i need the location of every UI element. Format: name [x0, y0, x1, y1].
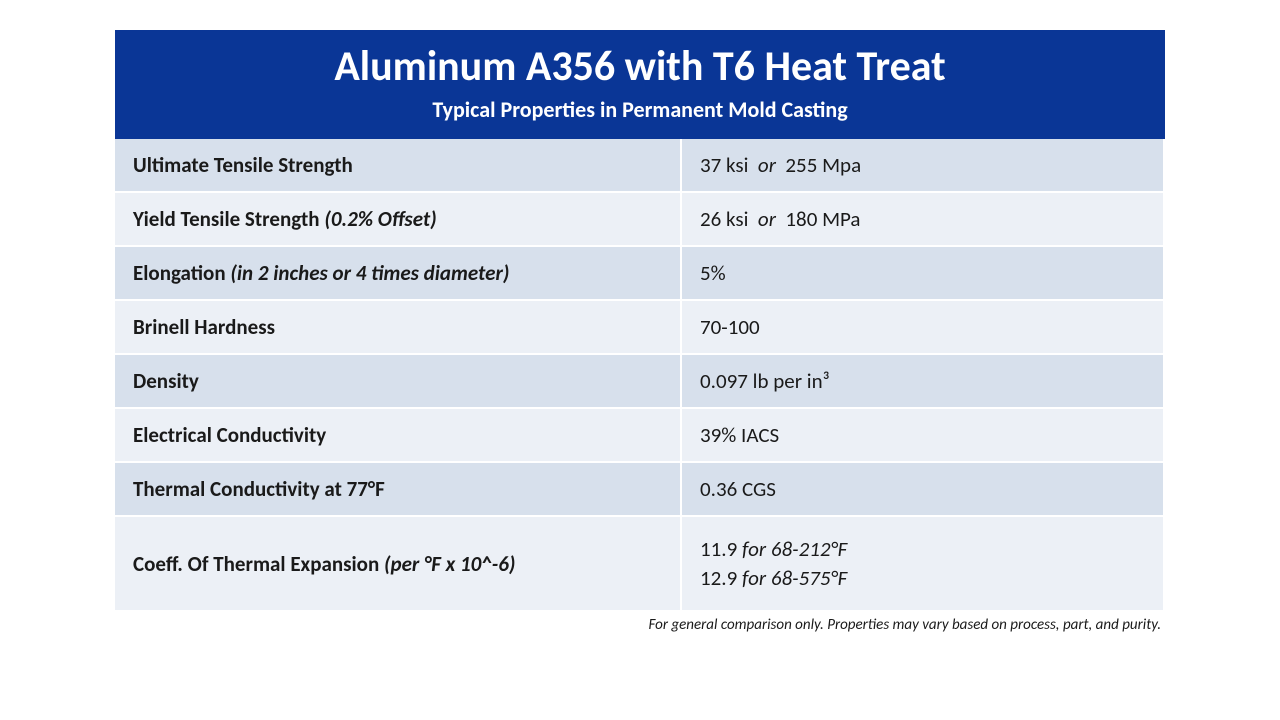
- value-line: 11.9 for 68-212°F: [700, 535, 847, 563]
- label-text: Density: [133, 368, 199, 394]
- table-row: Elongation (in 2 inches or 4 times diame…: [115, 247, 1165, 301]
- property-value: 26 ksi or 180 MPa: [682, 193, 1165, 247]
- label-qualifier: (0.2% Offset): [324, 206, 436, 232]
- value-a: 0.097 lb per in³: [700, 368, 830, 394]
- label-text: Thermal Conductivity at 77°F: [133, 476, 385, 502]
- value-a: 26 ksi: [700, 206, 748, 232]
- value-line: 12.9 for 68-575°F: [700, 564, 847, 592]
- property-value: 11.9 for 68-212°F 12.9 for 68-575°F: [682, 517, 1165, 612]
- cte-val: 12.9: [700, 565, 737, 591]
- property-value: 39% IACS: [682, 409, 1165, 463]
- property-label: Thermal Conductivity at 77°F: [115, 463, 682, 517]
- page-title: Aluminum A356 with T6 Heat Treat: [125, 44, 1155, 90]
- value-a: 70-100: [700, 314, 760, 340]
- cte-val: 11.9: [700, 536, 737, 562]
- footnote: For general comparison only. Properties …: [115, 616, 1165, 634]
- property-label: Elongation (in 2 inches or 4 times diame…: [115, 247, 682, 301]
- property-value: 37 ksi or 255 Mpa: [682, 139, 1165, 193]
- table-row: Brinell Hardness 70-100: [115, 301, 1165, 355]
- cte-range: for 68-575°F: [742, 565, 847, 591]
- label-text: Ultimate Tensile Strength: [133, 152, 353, 178]
- cte-range: for 68-212°F: [742, 536, 847, 562]
- label-qualifier: (per °F x 10^-6): [384, 551, 515, 577]
- value-a: 39% IACS: [700, 422, 779, 448]
- or-text: or: [758, 152, 776, 178]
- value-b: 255 Mpa: [785, 152, 861, 178]
- value-a: 0.36 CGS: [700, 476, 776, 502]
- property-label: Density: [115, 355, 682, 409]
- property-value: 70-100: [682, 301, 1165, 355]
- table-row: Density 0.097 lb per in³: [115, 355, 1165, 409]
- property-value: 0.097 lb per in³: [682, 355, 1165, 409]
- label-text: Coeff. Of Thermal Expansion: [133, 551, 379, 577]
- label-qualifier: (in 2 inches or 4 times diameter): [230, 260, 509, 286]
- property-label: Coeff. Of Thermal Expansion (per °F x 10…: [115, 517, 682, 612]
- value-a: 37 ksi: [700, 152, 748, 178]
- or-text: or: [758, 206, 776, 232]
- multi-value: 11.9 for 68-212°F 12.9 for 68-575°F: [700, 535, 847, 592]
- label-text: Electrical Conductivity: [133, 422, 326, 448]
- label-text: Elongation: [133, 260, 226, 286]
- table-header: Aluminum A356 with T6 Heat Treat Typical…: [115, 30, 1165, 139]
- value-a: 5%: [700, 260, 726, 286]
- table-row: Yield Tensile Strength (0.2% Offset) 26 …: [115, 193, 1165, 247]
- table-row: Ultimate Tensile Strength 37 ksi or 255 …: [115, 139, 1165, 193]
- page-subtitle: Typical Properties in Permanent Mold Cas…: [125, 96, 1155, 123]
- property-label: Brinell Hardness: [115, 301, 682, 355]
- property-label: Yield Tensile Strength (0.2% Offset): [115, 193, 682, 247]
- value-b: 180 MPa: [785, 206, 860, 232]
- property-label: Electrical Conductivity: [115, 409, 682, 463]
- table-row: Thermal Conductivity at 77°F 0.36 CGS: [115, 463, 1165, 517]
- property-value: 5%: [682, 247, 1165, 301]
- label-text: Brinell Hardness: [133, 314, 275, 340]
- property-value: 0.36 CGS: [682, 463, 1165, 517]
- table-row: Electrical Conductivity 39% IACS: [115, 409, 1165, 463]
- properties-table: Ultimate Tensile Strength 37 ksi or 255 …: [115, 139, 1165, 612]
- table-row: Coeff. Of Thermal Expansion (per °F x 10…: [115, 517, 1165, 612]
- property-label: Ultimate Tensile Strength: [115, 139, 682, 193]
- label-text: Yield Tensile Strength: [133, 206, 320, 232]
